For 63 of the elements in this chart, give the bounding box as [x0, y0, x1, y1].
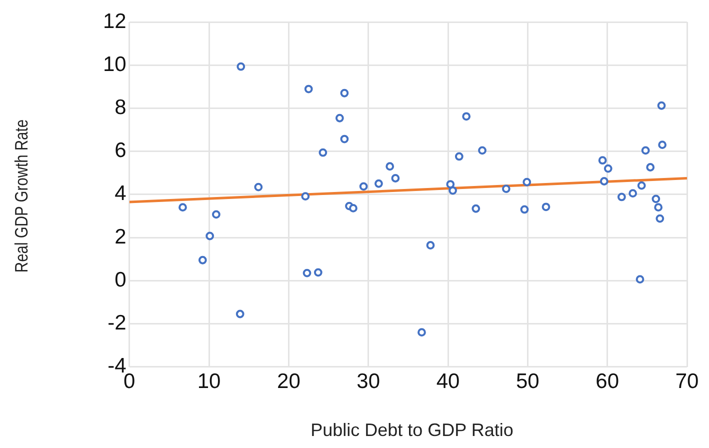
- point: [478, 146, 486, 155]
- point: [386, 162, 394, 171]
- point: [462, 112, 471, 121]
- point: [657, 101, 666, 110]
- y-tick-label: -2: [108, 311, 126, 334]
- point: [652, 194, 660, 204]
- y-tick-label: 0: [114, 268, 126, 292]
- point: [637, 181, 646, 190]
- point: [522, 178, 532, 186]
- point: [340, 88, 349, 98]
- point: [340, 134, 349, 144]
- point: [617, 192, 626, 202]
- point: [598, 156, 607, 165]
- point: [178, 203, 187, 212]
- x-axis-title: Public Debt to GDP Ratio: [310, 420, 514, 441]
- x-tick-label: 50: [516, 370, 540, 394]
- y-tick-label: 12: [103, 10, 126, 33]
- y-tick-label: 4: [114, 182, 127, 206]
- y-axis-title: Real GDP Growth Rate: [12, 119, 32, 273]
- point: [314, 268, 322, 277]
- point: [236, 310, 244, 318]
- x-tick-label: 30: [356, 370, 380, 394]
- point: [301, 192, 310, 201]
- point: [646, 163, 655, 172]
- y-tick-label: 6: [114, 139, 126, 162]
- point: [198, 256, 207, 264]
- point: [359, 182, 368, 191]
- point: [654, 203, 663, 212]
- point: [426, 241, 435, 250]
- point: [472, 204, 480, 213]
- point: [600, 177, 608, 186]
- point: [502, 184, 510, 193]
- point: [641, 146, 650, 155]
- point: [418, 328, 426, 337]
- point: [212, 210, 220, 219]
- y-tick-label: 2: [114, 225, 126, 248]
- point: [335, 114, 344, 122]
- point: [636, 275, 644, 284]
- x-tick-label: 10: [197, 370, 221, 394]
- x-tick-label: 70: [675, 370, 699, 394]
- point: [628, 189, 638, 198]
- point: [391, 174, 400, 182]
- y-tick-label: 10: [103, 52, 126, 76]
- point: [604, 164, 612, 173]
- point: [236, 62, 246, 71]
- point: [446, 180, 455, 188]
- y-tick-label: 8: [114, 96, 126, 119]
- point: [254, 182, 263, 192]
- x-tick-label: 20: [277, 370, 300, 394]
- point: [454, 152, 464, 161]
- point: [658, 140, 667, 150]
- point: [302, 268, 312, 278]
- point: [448, 186, 457, 195]
- point: [374, 179, 383, 188]
- point: [542, 202, 550, 212]
- point: [304, 84, 313, 94]
- x-tick-label: 60: [596, 370, 620, 394]
- point: [520, 205, 529, 214]
- point: [318, 148, 328, 157]
- point: [349, 204, 358, 212]
- point: [206, 232, 214, 240]
- x-tick-label: 40: [436, 370, 460, 394]
- point: [656, 214, 664, 223]
